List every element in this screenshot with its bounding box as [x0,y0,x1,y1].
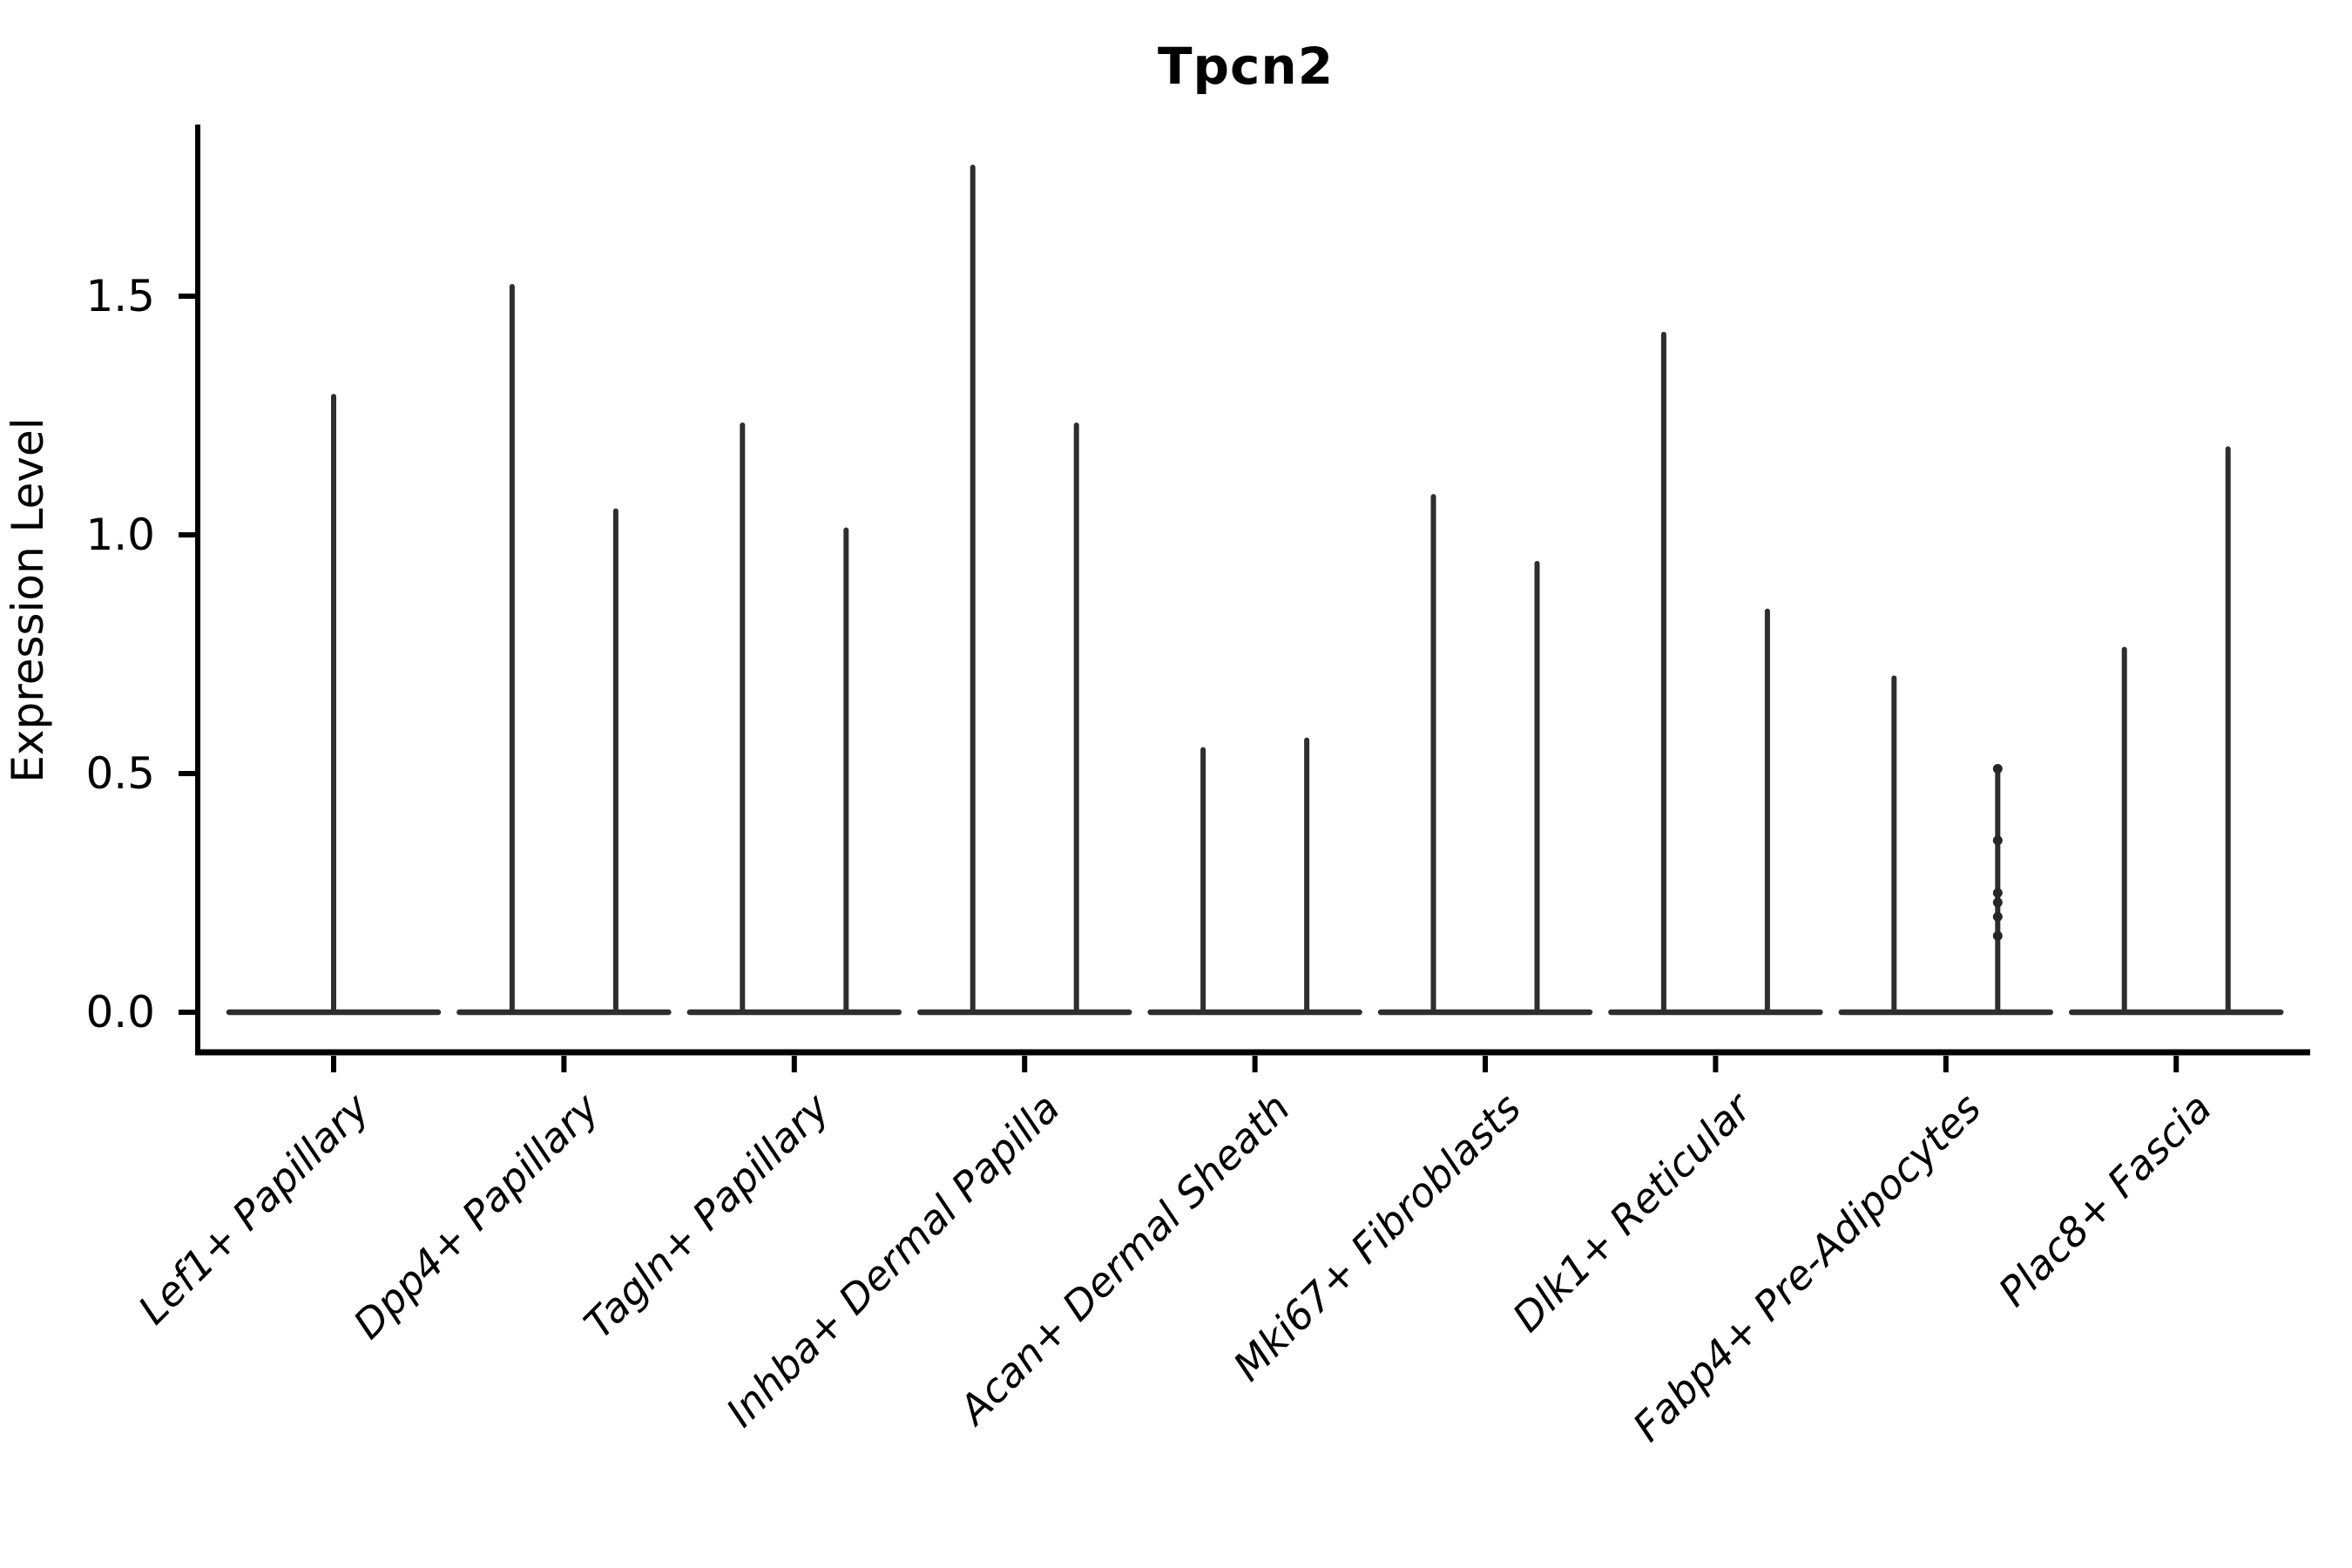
y-tick-label: 0.0 [85,987,155,1037]
expression-point [1992,888,2003,898]
y-tick-label: 1.0 [85,510,155,560]
expression-point [1992,930,2003,941]
expression-point [1992,897,2003,908]
chart-title: Tpcn2 [1157,37,1335,96]
expression-point [1992,835,2003,846]
expression-point [1992,911,2003,922]
expression-point [1992,764,2003,774]
y-tick-label: 0.5 [85,748,155,799]
y-tick-label: 1.5 [85,271,155,321]
